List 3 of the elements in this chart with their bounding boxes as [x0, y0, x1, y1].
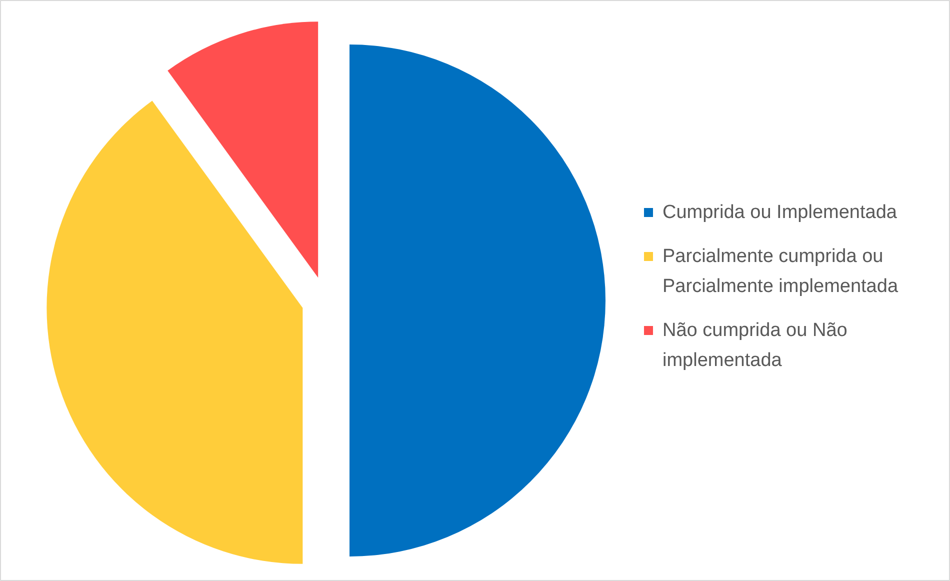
legend-label: Não cumprida ou Não implementada [662, 320, 848, 371]
legend-label: Cumprida ou Implementada [662, 202, 898, 223]
legend-label: Parcialmente cumprida ou Parcialmente implementada [662, 246, 898, 297]
